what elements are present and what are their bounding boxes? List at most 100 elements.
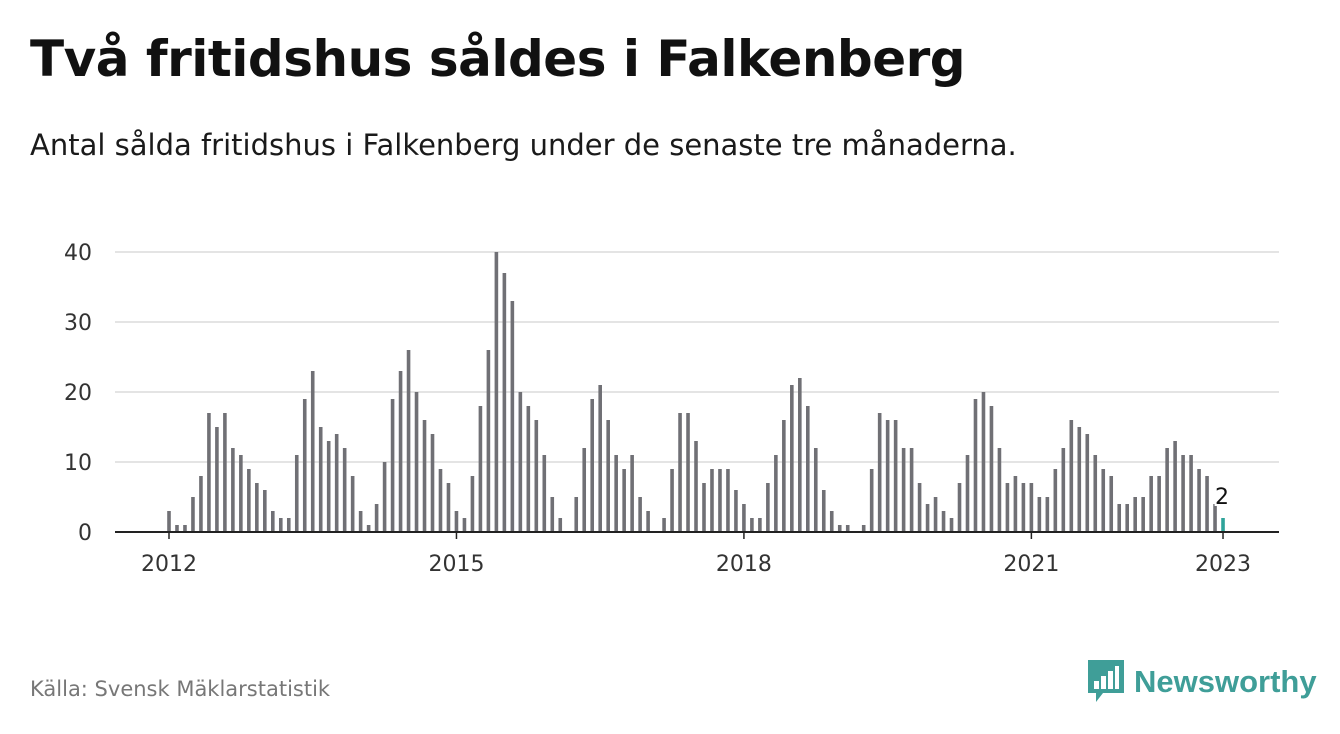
bar	[414, 392, 419, 532]
bar	[1149, 476, 1153, 532]
bar	[981, 392, 986, 532]
bar	[630, 455, 634, 532]
bar	[223, 413, 227, 532]
bar	[806, 406, 810, 532]
bar	[646, 511, 650, 532]
bar	[286, 518, 291, 532]
bar	[941, 511, 946, 532]
bar	[821, 490, 826, 532]
bar	[510, 301, 515, 532]
bar	[614, 455, 618, 532]
y-axis-ticks: 0 10 20 30 40	[64, 241, 92, 546]
bar	[790, 385, 794, 532]
bar	[454, 511, 459, 532]
bar	[558, 518, 563, 532]
bar	[542, 455, 547, 532]
bar	[1181, 455, 1185, 532]
bar	[829, 511, 834, 532]
bar	[957, 483, 962, 532]
page-title: Två fritidshus såldes i Falkenberg	[30, 30, 966, 88]
bar	[861, 525, 866, 532]
bar-highlight	[1221, 518, 1225, 532]
bar	[925, 504, 930, 532]
bar	[1141, 497, 1145, 532]
bar	[1069, 420, 1074, 532]
bar	[726, 469, 730, 532]
bar	[750, 518, 754, 532]
bar	[598, 385, 602, 532]
bar	[909, 448, 914, 532]
bar	[574, 497, 579, 532]
bar	[1205, 476, 1209, 532]
bar	[271, 511, 275, 532]
bar	[606, 420, 610, 532]
bar	[382, 462, 387, 532]
bar	[462, 518, 467, 532]
bar	[813, 448, 818, 532]
y-tick-label: 0	[78, 521, 92, 546]
bar	[686, 413, 690, 532]
bar	[710, 469, 714, 532]
bar	[1029, 483, 1034, 532]
y-tick-label: 30	[64, 311, 92, 336]
bar	[766, 483, 770, 532]
bar	[798, 378, 802, 532]
bar	[1077, 427, 1082, 532]
bar	[478, 406, 483, 532]
bar	[390, 399, 395, 532]
bar	[869, 469, 874, 532]
bar	[1189, 455, 1193, 532]
bar	[310, 371, 315, 532]
bar-chart-speech-bubble-icon	[1088, 660, 1124, 702]
bar	[734, 490, 738, 532]
bar	[191, 497, 195, 532]
bar	[247, 469, 251, 532]
x-tick-label: 2023	[1195, 552, 1251, 577]
x-tick-label: 2015	[428, 552, 484, 577]
bar	[1213, 504, 1217, 532]
bar	[1109, 476, 1114, 532]
bar	[255, 483, 259, 532]
bar	[326, 441, 331, 532]
bar	[678, 413, 682, 532]
bar	[534, 420, 539, 532]
bar	[933, 497, 938, 532]
brand-logo: Newsworthy	[1088, 660, 1317, 704]
x-tick-label: 2018	[716, 552, 772, 577]
bar	[989, 406, 994, 532]
bar	[1125, 504, 1129, 532]
bar	[183, 525, 187, 532]
bar	[550, 497, 555, 532]
bar	[718, 469, 722, 532]
bar	[358, 511, 363, 532]
bar	[334, 434, 339, 532]
bar	[1093, 455, 1098, 532]
y-tick-label: 10	[64, 451, 92, 476]
bar	[949, 518, 954, 532]
bar	[877, 413, 882, 532]
bar	[973, 399, 978, 532]
y-tick-label: 20	[64, 381, 92, 406]
bar	[694, 441, 698, 532]
bar	[430, 434, 435, 532]
bar	[662, 518, 666, 532]
bar	[302, 399, 307, 532]
bar	[845, 525, 850, 532]
bar	[622, 469, 626, 532]
bar	[215, 427, 219, 532]
bar	[742, 504, 746, 532]
bar	[494, 252, 499, 532]
bar	[1173, 441, 1177, 532]
bar	[893, 420, 898, 532]
annotations: 2	[1213, 483, 1231, 512]
bar	[1045, 497, 1050, 532]
bar	[1085, 434, 1090, 532]
bar	[901, 448, 906, 532]
bar	[1053, 469, 1058, 532]
bar	[1037, 497, 1042, 532]
bar	[758, 518, 762, 532]
bar	[318, 427, 323, 532]
bar	[1117, 504, 1122, 532]
bar	[374, 504, 379, 532]
bar	[582, 448, 587, 532]
